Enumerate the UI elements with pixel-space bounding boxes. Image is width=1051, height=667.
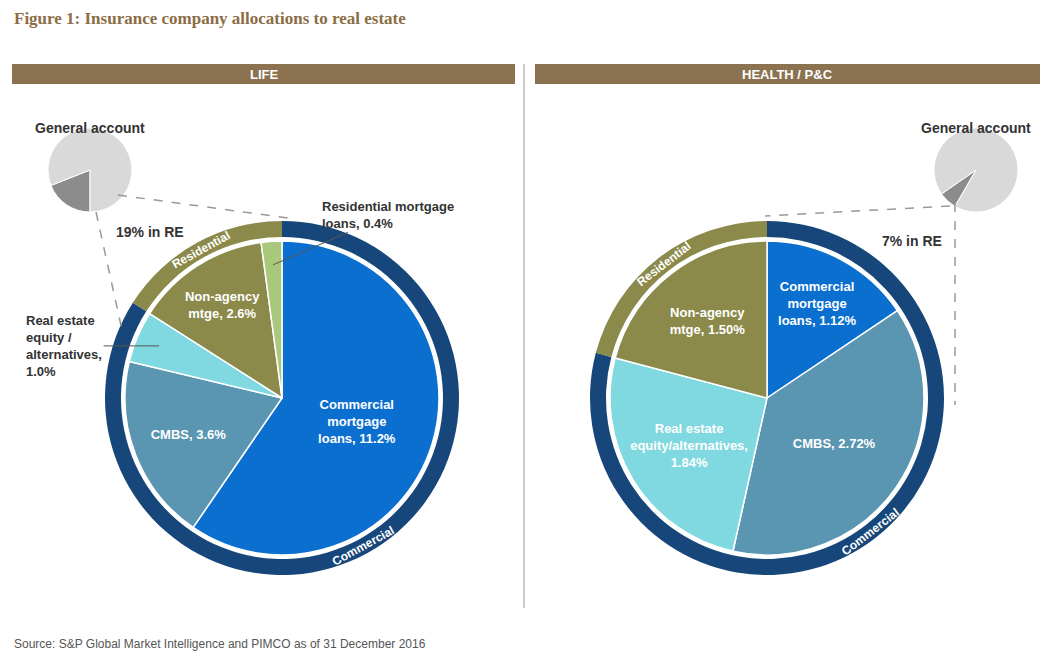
svg-text:Non-agencymtge, 1.50%: Non-agencymtge, 1.50% (670, 305, 746, 337)
svg-text:Non-agencymtge, 2.6%: Non-agencymtge, 2.6% (185, 289, 260, 321)
svg-text:Commercialmortgageloans, 1.12%: Commercialmortgageloans, 1.12% (778, 279, 856, 328)
svg-text:Figure 1: Insurance company al: Figure 1: Insurance company allocations … (14, 9, 406, 28)
svg-text:Commercial: Commercial (330, 523, 397, 568)
svg-text:Residential mortgageloans, 0.4: Residential mortgageloans, 0.4% (322, 199, 454, 231)
svg-text:CMBS, 3.6%: CMBS, 3.6% (151, 427, 227, 442)
svg-text:Real estateequity /alternative: Real estateequity /alternatives,1.0% (26, 313, 102, 379)
svg-text:Real estateequity/alternatives: Real estateequity/alternatives,1.84% (630, 421, 748, 470)
svg-text:Residential: Residential (634, 239, 693, 289)
svg-text:19% in RE: 19% in RE (116, 224, 184, 240)
svg-text:General account: General account (921, 120, 1031, 136)
svg-text:CMBS, 2.72%: CMBS, 2.72% (793, 436, 876, 451)
svg-text:Commercialmortgageloans, 11.2%: Commercialmortgageloans, 11.2% (318, 397, 396, 446)
svg-text:7% in RE: 7% in RE (882, 233, 942, 249)
svg-text:LIFE: LIFE (250, 67, 278, 82)
svg-text:Residential: Residential (170, 228, 233, 271)
svg-text:Source: S&P Global Market Inte: Source: S&P Global Market Intelligence a… (14, 637, 426, 651)
svg-text:Commercial: Commercial (839, 505, 902, 558)
svg-text:General account: General account (35, 120, 145, 136)
svg-text:HEALTH / P&C: HEALTH / P&C (742, 67, 833, 82)
